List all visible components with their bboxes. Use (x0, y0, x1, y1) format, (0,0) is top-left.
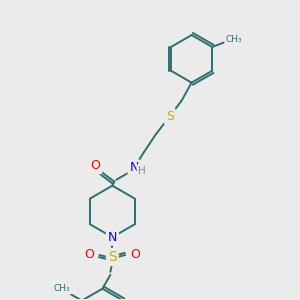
Text: O: O (85, 248, 94, 260)
Text: CH₃: CH₃ (226, 34, 242, 43)
Text: CH₃: CH₃ (54, 284, 70, 293)
Text: O: O (130, 248, 140, 260)
Text: S: S (166, 110, 174, 123)
Text: H: H (138, 166, 146, 176)
Text: N: N (130, 161, 139, 174)
Text: N: N (108, 231, 117, 244)
Text: S: S (108, 250, 117, 264)
Text: O: O (91, 159, 100, 172)
